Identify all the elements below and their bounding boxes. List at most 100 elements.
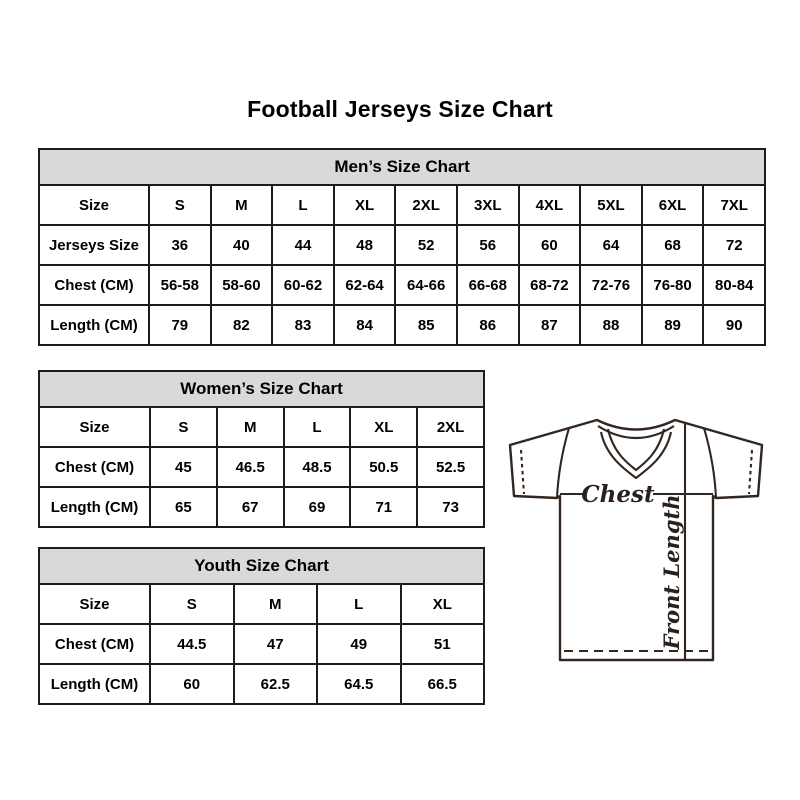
value-cell: 52.5	[416, 446, 485, 488]
value-cell: 46.5	[215, 446, 285, 488]
womens-size-table: Women’s Size Chart Size S M L XL 2XL Chest (CM)…	[38, 370, 485, 528]
value-cell: 80-84	[702, 264, 767, 306]
value-cell: 40	[209, 224, 274, 266]
value-cell: 64	[579, 224, 643, 266]
v-neck-collar-outer	[599, 431, 673, 480]
value-cell: 60	[149, 663, 235, 705]
table-row: Chest (CM) 45 46.5 48.5 50.5 52.5	[38, 446, 485, 488]
value-cell: XL	[332, 184, 397, 226]
jersey-measurement-diagram: Chest Front Length	[508, 418, 764, 662]
left-armhole-seam	[555, 427, 571, 499]
value-cell: 58-60	[209, 264, 274, 306]
value-cell: 66.5	[399, 663, 486, 705]
value-cell: 64.5	[316, 663, 402, 705]
value-cell: 67	[215, 486, 285, 528]
value-cell: 45	[149, 446, 218, 488]
value-cell: 52	[394, 224, 458, 266]
value-cell: 44.5	[149, 623, 235, 665]
mens-size-table: Men’s Size Chart Size S M L XL 2XL 3XL 4XL 5XL 6XL…	[37, 148, 767, 346]
row-label-cell: Length (CM)	[38, 304, 150, 346]
value-cell: M	[215, 406, 285, 448]
value-cell: 51	[399, 623, 486, 665]
chest-measure-label: Chest	[581, 481, 655, 508]
table-row: Size S M L XL	[38, 583, 486, 625]
value-cell: 87	[517, 304, 582, 346]
row-label-cell: Chest (CM)	[38, 446, 151, 488]
value-cell: XL	[399, 583, 486, 625]
value-cell: 49	[316, 623, 402, 665]
value-cell: 83	[271, 304, 335, 346]
value-cell: 66-68	[455, 264, 520, 306]
value-cell: 69	[282, 486, 352, 528]
table-row: Size S M L XL 2XL	[38, 406, 485, 448]
table-title: Men’s Size Chart	[37, 148, 767, 186]
row-label-cell: Size	[38, 583, 151, 625]
value-cell: 72	[702, 224, 767, 266]
value-cell: 84	[332, 304, 397, 346]
page-title: Football Jerseys Size Chart	[247, 96, 553, 122]
right-cuff-dash-line	[747, 449, 754, 495]
value-cell: 3XL	[455, 184, 520, 226]
row-label-cell: Chest (CM)	[38, 264, 150, 306]
value-cell: 76-80	[640, 264, 705, 306]
row-label-cell: Size	[38, 184, 150, 226]
value-cell: 71	[349, 486, 419, 528]
value-cell: L	[316, 583, 402, 625]
table-row: Jerseys Size 36 40 44 48 52 56 60 64 68 72	[38, 224, 767, 266]
table-title: Women’s Size Chart	[38, 370, 485, 408]
value-cell: 44	[271, 224, 335, 266]
value-cell: 6XL	[640, 184, 705, 226]
row-label-cell: Size	[38, 406, 151, 448]
value-cell: 90	[702, 304, 767, 346]
table-row: Length (CM) 65 67 69 71 73	[38, 486, 485, 528]
value-cell: 36	[148, 224, 212, 266]
value-cell: 7XL	[702, 184, 767, 226]
value-cell: 88	[579, 304, 643, 346]
table-row: Chest (CM) 44.5 47 49 51	[38, 623, 486, 665]
value-cell: 47	[232, 623, 318, 665]
value-cell: L	[282, 406, 352, 448]
value-cell: 82	[209, 304, 274, 346]
value-cell: 62.5	[232, 663, 318, 705]
value-cell: 48	[332, 224, 397, 266]
value-cell: 50.5	[349, 446, 419, 488]
value-cell: 79	[148, 304, 212, 346]
value-cell: 85	[394, 304, 458, 346]
value-cell: S	[148, 184, 212, 226]
value-cell: 56	[455, 224, 520, 266]
value-cell: M	[209, 184, 274, 226]
row-label-cell: Length (CM)	[38, 663, 151, 705]
youth-size-table: Youth Size Chart Size S M L XL Chest (CM) 44.5 4…	[37, 547, 486, 705]
table-row: Chest (CM) 56-58 58-60 60-62 62-64 64-66 66-68…	[38, 264, 767, 306]
value-cell: 62-64	[332, 264, 397, 306]
value-cell: XL	[349, 406, 419, 448]
value-cell: 56-58	[148, 264, 212, 306]
value-cell: S	[149, 406, 218, 448]
value-cell: 72-76	[579, 264, 643, 306]
table-title: Youth Size Chart	[37, 547, 486, 585]
v-neck-collar-inner	[606, 428, 666, 472]
value-cell: 60	[517, 224, 582, 266]
value-cell: S	[149, 583, 235, 625]
value-cell: 68	[640, 224, 705, 266]
left-cuff-dash-line	[519, 449, 526, 495]
right-armhole-seam	[702, 427, 718, 499]
value-cell: 73	[416, 486, 485, 528]
value-cell: 2XL	[394, 184, 458, 226]
table-row: Length (CM) 60 62.5 64.5 66.5	[38, 663, 486, 705]
v-neck-collar-band	[597, 425, 675, 440]
value-cell: 65	[149, 486, 218, 528]
value-cell: 48.5	[282, 446, 352, 488]
row-label-cell: Length (CM)	[38, 486, 151, 528]
value-cell: L	[271, 184, 335, 226]
value-cell: 68-72	[517, 264, 582, 306]
value-cell: 5XL	[579, 184, 643, 226]
table-row: Size S M L XL 2XL 3XL 4XL 5XL 6XL 7XL	[38, 184, 767, 226]
row-label-cell: Chest (CM)	[38, 623, 151, 665]
front-length-measure-label: Front Length	[659, 495, 684, 651]
value-cell: 64-66	[394, 264, 458, 306]
row-label-cell: Jerseys Size	[38, 224, 150, 266]
value-cell: 86	[455, 304, 520, 346]
table-row: Length (CM) 79 82 83 84 85 86 87 88 89 90	[38, 304, 767, 346]
